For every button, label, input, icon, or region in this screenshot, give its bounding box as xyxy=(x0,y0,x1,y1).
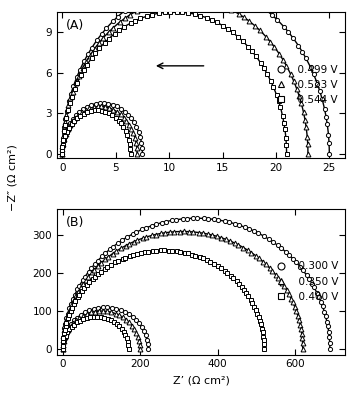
Text: −Z″ (Ω cm²): −Z″ (Ω cm²) xyxy=(7,144,17,211)
Legend:   0.499 V,   0.523 V,   0.544 V: 0.499 V, 0.523 V, 0.544 V xyxy=(274,63,340,107)
Text: (B): (B) xyxy=(66,216,84,229)
Text: (A): (A) xyxy=(66,19,84,32)
Legend:   0.300 V,   0.350 V,   0.400 V: 0.300 V, 0.350 V, 0.400 V xyxy=(274,259,340,304)
X-axis label: Z’ (Ω cm²): Z’ (Ω cm²) xyxy=(173,375,230,385)
